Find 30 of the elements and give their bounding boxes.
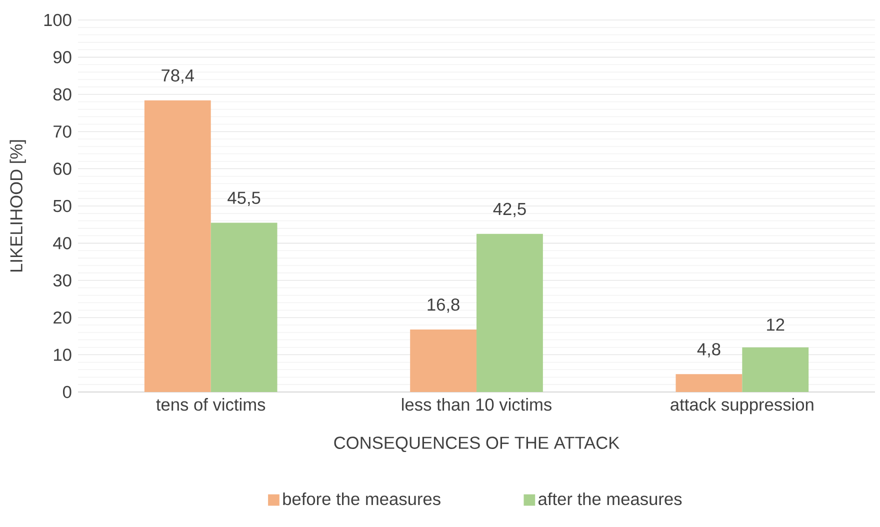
- bar: [742, 347, 809, 392]
- x-tick-label: less than 10 victims: [402, 398, 552, 411]
- y-tick-label: 30: [53, 274, 72, 287]
- y-tick-label: 10: [54, 348, 72, 361]
- data-label: 42,5: [493, 202, 526, 218]
- y-tick-label: 100: [44, 14, 72, 26]
- y-axis-title: LIKELIHOOD [%]: [10, 140, 26, 272]
- y-tick-label: 80: [53, 88, 72, 101]
- data-label: 45,5: [228, 192, 260, 206]
- bar: [676, 374, 742, 392]
- x-axis-title: CONSEQUENCES OF THE ATTACK: [334, 436, 620, 452]
- y-tick-label: 40: [53, 237, 72, 250]
- y-tick-label: 70: [54, 125, 72, 138]
- x-tick-label: attack suppression: [670, 398, 814, 414]
- y-tick-label: 20: [54, 311, 72, 324]
- x-tick-label: tens of victims: [156, 398, 266, 411]
- bar: [410, 329, 477, 392]
- bar: [476, 234, 543, 392]
- y-tick-label: 60: [54, 162, 72, 175]
- y-tick-label: 50: [53, 200, 72, 212]
- data-label: 16,8: [428, 298, 460, 313]
- legend-label: after the measures: [538, 492, 682, 506]
- legend-label: before the measures: [283, 492, 440, 506]
- bar: [144, 100, 211, 392]
- y-tick-label: 0: [62, 386, 72, 398]
- data-label: 78,4: [162, 69, 194, 84]
- data-label: 4,8: [697, 343, 720, 358]
- y-tick-label: 90: [54, 51, 72, 64]
- data-label: 12: [767, 318, 784, 331]
- bar: [210, 222, 278, 392]
